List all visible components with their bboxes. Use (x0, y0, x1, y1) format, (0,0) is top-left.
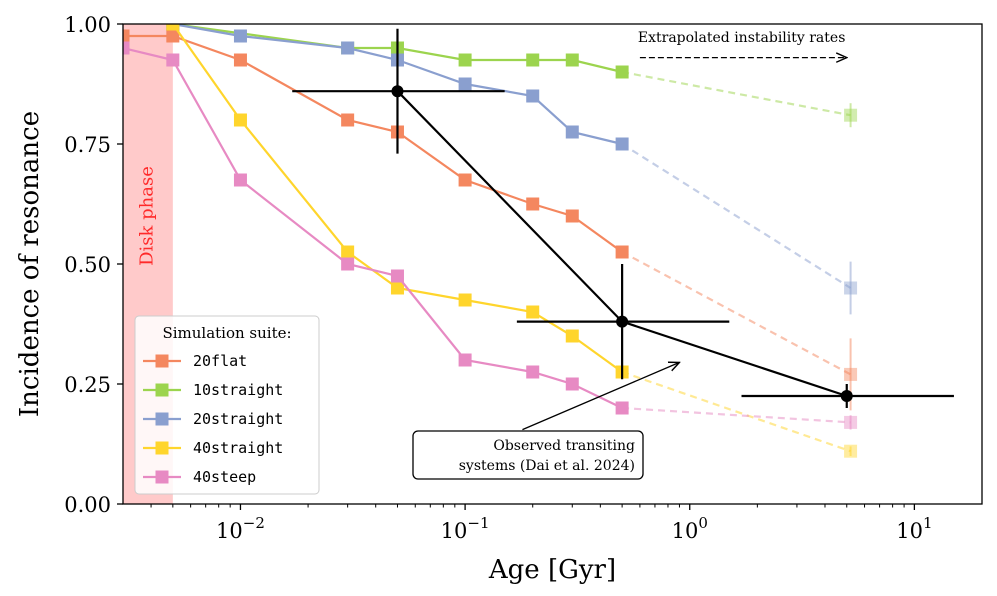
series-10straight-extrapolated-marker (844, 108, 858, 122)
series-20straight-marker (565, 125, 579, 139)
series-40steep-extrapolation-line (622, 406, 851, 424)
series-20flat-extrapolation-line (621, 251, 852, 376)
series-40steep-marker (166, 53, 180, 67)
series-20flat-marker (565, 209, 579, 223)
series-20flat-line (123, 34, 623, 253)
series-20flat-marker (233, 53, 247, 67)
series-40steep-marker (123, 41, 130, 55)
observed-annotation-box (412, 430, 644, 480)
series-40straight-marker (458, 293, 472, 307)
x-tick-label: 100 (672, 514, 708, 543)
series-40steep-marker (565, 377, 579, 391)
series-40straight-marker (526, 305, 540, 319)
series-20straight-extrapolated-marker (844, 281, 858, 295)
series-40straight-extrapolated-marker (844, 444, 858, 458)
series-20flat-marker (166, 29, 180, 43)
y-tick-label: 0.50 (64, 253, 111, 277)
x-tick-label-exponent: 0 (698, 514, 708, 532)
series-20flat-marker (615, 245, 629, 259)
series-40straight-marker (565, 329, 579, 343)
series-10straight-marker (615, 65, 629, 79)
series-20straight-marker (458, 77, 472, 91)
series-20straight-marker (526, 89, 540, 103)
series-40straight-marker (341, 245, 355, 259)
observed-point (840, 390, 853, 402)
x-tick-label-exponent: 1 (923, 514, 933, 532)
series-40straight-marker (233, 113, 247, 127)
legend-title: Simulation suite: (162, 324, 291, 342)
legend-marker-20straight (155, 412, 169, 426)
series-40straight-extrapolation-line (621, 370, 851, 453)
x-tick-label: 101 (896, 514, 932, 543)
series-40steep-marker (526, 365, 540, 379)
series-20flat-marker (341, 113, 355, 127)
series-40steep-marker (341, 257, 355, 271)
legend-label-10straight: 10straight (193, 381, 283, 399)
y-tick-label: 0.75 (64, 133, 111, 157)
series-10straight-marker (565, 53, 579, 67)
observed-annotation-text-line-2: systems (Dai et al. 2024) (459, 458, 635, 474)
series-20flat-marker (123, 29, 130, 43)
series-40steep-marker (615, 401, 629, 415)
x-tick-label-base: 10 (216, 519, 243, 543)
series-40steep-marker (390, 269, 404, 283)
legend-label-40steep: 40steep (193, 468, 256, 486)
legend-marker-40straight (155, 441, 169, 455)
x-tick-label: 10−1 (441, 514, 490, 543)
legend-marker-10straight (155, 383, 169, 397)
x-tick-label: 10−2 (216, 514, 265, 543)
series-20straight-extrapolation-line (621, 143, 852, 289)
series-20flat-marker (458, 173, 472, 187)
legend-marker-20flat (155, 354, 169, 368)
y-axis-label: Incidence of resonance (15, 111, 45, 417)
series-20straight-marker (341, 41, 355, 55)
extrapolated-annotation-text: Extrapolated instability rates (638, 30, 845, 46)
x-tick-label-exponent: −1 (467, 514, 489, 532)
x-tick-label-base: 10 (441, 519, 468, 543)
legend-marker-40steep (155, 470, 169, 484)
y-tick-label: 0.25 (64, 373, 111, 397)
observed-point (391, 85, 404, 98)
y-tick-label: 0.00 (64, 493, 111, 517)
series-40straight-line (171, 24, 623, 373)
x-tick-label-exponent: −2 (243, 514, 265, 532)
series-20flat-marker (526, 197, 540, 211)
x-tick-label-base: 10 (672, 519, 699, 543)
series-20flat-extrapolated-marker (844, 367, 858, 381)
observed-point (616, 315, 629, 328)
series-10straight-marker (526, 53, 540, 67)
series-40straight-marker (166, 24, 180, 31)
x-tick-label-base: 10 (896, 519, 923, 543)
series-20straight-marker (615, 137, 629, 151)
disk-phase-label: Disk phase (136, 166, 157, 266)
series-40steep-marker (233, 173, 247, 187)
legend-label-20flat: 20flat (193, 352, 247, 370)
legend-label-40straight: 40straight (193, 439, 283, 457)
observed-annotation-text-line-1: Observed transiting (493, 438, 635, 454)
y-tick-label: 1.00 (64, 13, 111, 37)
series-20straight-marker (233, 29, 247, 43)
legend-label-20straight: 20straight (193, 410, 283, 428)
series-20straight-line (172, 24, 623, 146)
observed-annotation-arrow (522, 362, 679, 431)
series-10straight-extrapolation-line (621, 70, 851, 117)
series-40steep-extrapolated-marker (844, 415, 858, 429)
x-axis-label: Age [Gyr] (488, 555, 616, 585)
series-40straight-marker (390, 281, 404, 295)
series-10straight-marker (458, 53, 472, 67)
series-40steep-marker (458, 353, 472, 367)
